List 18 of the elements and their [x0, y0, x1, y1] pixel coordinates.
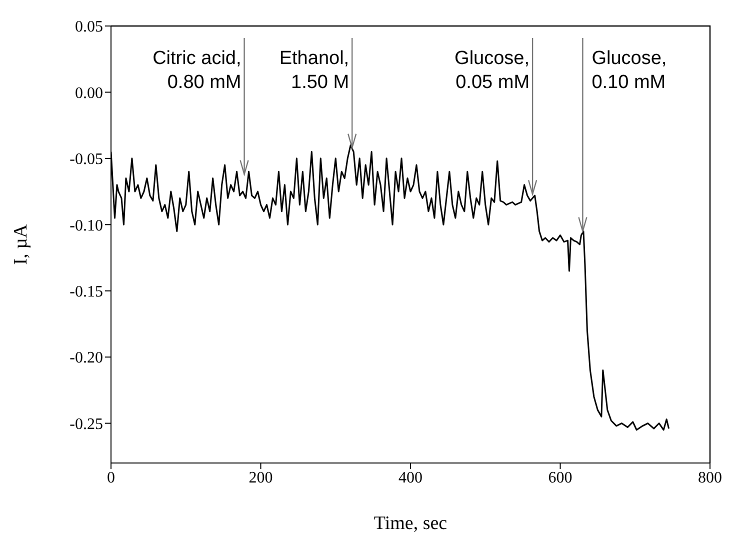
y-tick-label: -0.25 — [70, 416, 103, 433]
x-tick-label: 0 — [107, 469, 115, 486]
y-tick-label: -0.20 — [70, 350, 103, 367]
annotation: Citric acid, 0.80 mM — [152, 48, 242, 93]
y-tick-label: 0.05 — [75, 18, 103, 36]
y-tick-label: -0.05 — [70, 151, 103, 168]
x-tick-label: 600 — [548, 469, 572, 486]
annotation: Glucose, 0.10 mM — [592, 48, 667, 93]
annotation: Glucose, 0.05 mM — [454, 48, 530, 93]
x-tick-label: 200 — [248, 469, 273, 486]
y-axis-title: I, µA — [10, 224, 32, 265]
x-tick-label: 800 — [698, 469, 722, 486]
annotation: Ethanol, 1.50 M — [279, 48, 350, 93]
y-tick-label: -0.15 — [70, 284, 103, 301]
y-tick-label: 0.00 — [75, 84, 103, 102]
x-axis-title: Time, sec — [374, 513, 448, 534]
x-tick-label: 400 — [398, 469, 422, 486]
y-tick-label: -0.10 — [70, 217, 103, 234]
